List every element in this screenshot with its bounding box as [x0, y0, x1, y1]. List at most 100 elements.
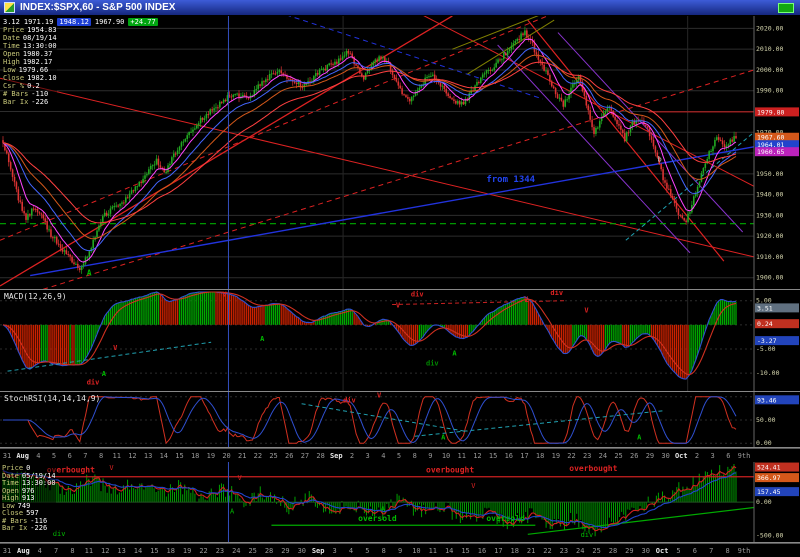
svg-text:A: A — [230, 508, 235, 516]
svg-text:A: A — [102, 370, 107, 378]
main-axis-tick-label: 5 — [51, 452, 57, 460]
window-titlebar[interactable]: INDEX:$SPX,60 - S&P 500 INDEX — [0, 0, 800, 16]
main-axis-tick-label: 18 — [535, 452, 545, 460]
cursor-info-label: Close — [3, 74, 25, 82]
bottom-axis-tick-label: 21 — [526, 547, 536, 555]
bottom-axis-tick-label: 17 — [494, 547, 503, 555]
svg-text:1964.01: 1964.01 — [757, 141, 784, 149]
axis-badge — [755, 487, 799, 497]
main-axis-tick-label: 13 — [143, 452, 153, 460]
svg-text:3.51: 3.51 — [757, 304, 773, 312]
main-axis-tick-label: 28 — [316, 452, 325, 460]
main-axis-tick-label: 9 — [428, 452, 433, 460]
main-axis-tick-label: 6 — [726, 452, 731, 460]
main-axis-tick-label: 9th — [737, 452, 751, 460]
bottom-info-value: 05/19/14 — [21, 471, 56, 480]
main-axis-tick-label: 3 — [365, 452, 370, 460]
svg-text:50.00: 50.00 — [756, 416, 776, 424]
cursor-info-value: 08/19/14 — [22, 34, 57, 42]
bottom-axis-tick-label: 13 — [117, 547, 126, 555]
svg-text:div: div — [53, 530, 66, 538]
main-axis-tick-label: 22 — [567, 452, 576, 460]
stoch-lines — [3, 396, 737, 445]
cursor-info-value: 13:30:00 — [22, 42, 57, 50]
main-axis-tick-label: 25 — [614, 452, 623, 460]
bottom-axis-tick-label: 31 — [2, 547, 12, 555]
breadth-annotations: overbought overbought overbought oversold ov… — [47, 464, 618, 539]
svg-text:2010.00: 2010.00 — [756, 45, 783, 53]
bottom-axis-tick-label: 25 — [592, 547, 601, 555]
cursor-info-label: Date — [3, 34, 20, 42]
main-axis-tick-label: 27 — [300, 452, 310, 460]
bottom-axis-tick-label: 25 — [248, 547, 257, 555]
bottom-info-row: # Bars -116 — [2, 516, 56, 526]
svg-text:div: div — [411, 290, 424, 298]
bottom-axis-tick-label: 29 — [281, 547, 290, 555]
quote-bid: 1971.19 — [23, 18, 54, 26]
svg-text:overbought: overbought — [47, 465, 95, 474]
bottom-info-row: Low 749 — [2, 502, 56, 511]
svg-text:1900.00: 1900.00 — [756, 274, 783, 282]
svg-text:div: div — [550, 290, 563, 297]
cursor-info-label: Open — [3, 50, 20, 58]
svg-text:from 1344: from 1344 — [486, 175, 535, 185]
svg-text:V: V — [222, 290, 227, 298]
bottom-axis-tick-label: 5 — [365, 547, 370, 555]
bottom-axis-tick-label: 19 — [182, 547, 192, 555]
titlebar-button[interactable] — [778, 3, 794, 13]
stochrsi-panel[interactable]: 50.00 0.00 div V A A 93.46 — [0, 392, 800, 448]
main-axis-tick-label: 12 — [128, 452, 137, 460]
bottom-axis-tick-label: 16 — [477, 547, 487, 555]
svg-text:5.00: 5.00 — [756, 297, 772, 305]
price-chart-panel[interactable]: 2020.002010.002000.001990.001980.001970.… — [0, 16, 800, 290]
main-axis-tick-label: 24 — [598, 452, 608, 460]
svg-text:A: A — [87, 269, 92, 278]
svg-text:0.00: 0.00 — [756, 498, 772, 506]
cursor-info-label: Time — [3, 42, 20, 50]
bottom-axis-tick-label: 28 — [608, 547, 618, 555]
bottom-x-axis: 31 Aug 4 7 8 11 12 13 14 15 18 19 22 23 24 25 28 29 30 Sep 3… — [0, 543, 800, 557]
bottom-axis-tick-label: 8 — [70, 547, 75, 555]
macd-histogram — [4, 292, 737, 379]
bottom-axis-tick-label: 8 — [725, 547, 730, 555]
bottom-axis-tick-label: 14 — [444, 547, 454, 555]
quote-net-chip: +24.77 — [128, 18, 158, 26]
axis-badge — [755, 107, 799, 117]
svg-text:1960.65: 1960.65 — [757, 148, 784, 156]
cursor-info-row: Date 08/19/14 — [3, 34, 57, 42]
svg-text:overbought: overbought — [569, 464, 617, 473]
cursor-info-value: 1979.66 — [18, 66, 49, 74]
svg-text:-5.00: -5.00 — [756, 345, 776, 353]
main-axis-tick-label: 20 — [222, 452, 231, 460]
svg-text:157.45: 157.45 — [757, 488, 781, 496]
svg-text:1979.80: 1979.80 — [757, 108, 784, 116]
svg-text:1920.00: 1920.00 — [756, 232, 783, 240]
bottom-info-row: Bar Ix -226 — [2, 524, 56, 533]
bottom-axis-tick-label: 24 — [232, 547, 241, 555]
svg-text:-500.00: -500.00 — [756, 532, 783, 540]
main-gridlines — [0, 16, 754, 290]
svg-text:A: A — [441, 434, 446, 442]
svg-text:0.24: 0.24 — [757, 320, 773, 328]
bottom-info-value: -116 — [30, 516, 48, 525]
svg-text:div: div — [87, 379, 100, 387]
quote-last: 1967.90 — [94, 18, 125, 26]
bottom-axis-tick-label: 7 — [709, 547, 714, 555]
axis-badge — [755, 147, 799, 157]
bottom-axis-tick-label: 4 — [348, 547, 354, 555]
candles — [2, 26, 737, 274]
cursor-info-row: # Bars -110 — [3, 90, 57, 98]
main-axis-tick-label: 19 — [551, 452, 561, 460]
main-axis-tick-label: 26 — [630, 452, 639, 460]
bottom-info-label: # Bars — [2, 516, 28, 525]
bottom-info-row: Date 05/19/14 — [2, 471, 56, 481]
svg-text:1967.60: 1967.60 — [757, 134, 784, 142]
cursor-info-value: -226 — [31, 98, 49, 106]
main-axis-tick-label: 22 — [253, 452, 263, 460]
svg-text:-3.27: -3.27 — [757, 337, 777, 345]
svg-text:1910.00: 1910.00 — [756, 253, 783, 261]
bottom-info-row: High 913 — [2, 494, 56, 503]
main-axis-tick-label: Sep — [329, 452, 343, 460]
